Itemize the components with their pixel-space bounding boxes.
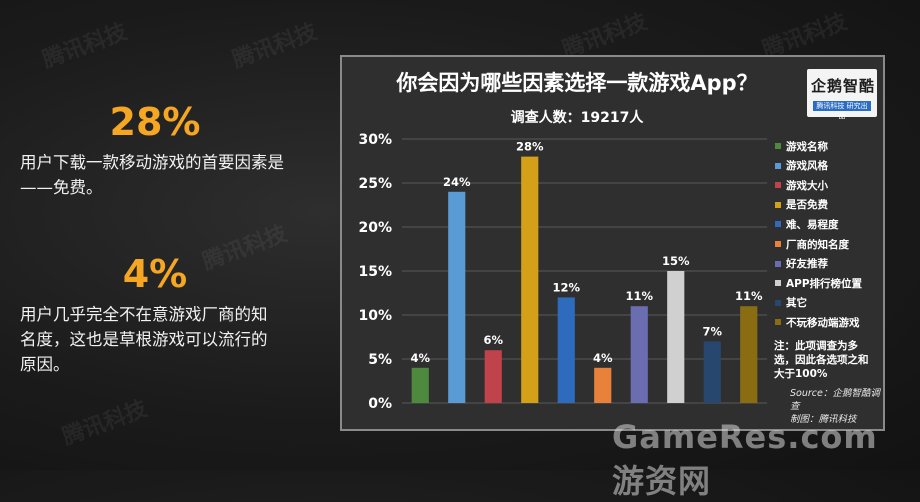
legend-item: 不玩移动端游戏 [775, 315, 860, 329]
chart-note-line: 选，因此各选项之和 [774, 354, 869, 366]
legend-label: 厂商的知名度 [786, 238, 849, 251]
legend-item: 游戏名称 [775, 139, 828, 153]
bar-value-label: 28% [516, 140, 544, 154]
legend-swatch [775, 241, 781, 247]
bar-value-label: 4% [410, 351, 430, 365]
legend-swatch [775, 280, 781, 287]
legend-label: 其它 [786, 297, 807, 310]
bar [630, 306, 648, 403]
legend-item: 游戏风格 [775, 159, 828, 173]
bar [448, 191, 466, 403]
legend-item: APP排行榜位置 [775, 276, 862, 290]
bar-value-label: 6% [483, 333, 503, 347]
y-tick-label: 20% [358, 220, 392, 236]
legend-label: 不玩移动端游戏 [786, 316, 860, 329]
watermark-text: 腾讯科技 [229, 19, 321, 74]
chart-source-line: 制图：腾讯科技 [790, 414, 857, 425]
stat-description-line: 原因。 [20, 355, 70, 374]
chart-note-line: 注：此项调查为多 [774, 340, 858, 352]
legend-label: 游戏风格 [786, 160, 828, 173]
chart-source: Source：企鹅智酷调查 制图：腾讯科技 [790, 387, 882, 426]
bar-value-label: 12% [552, 280, 580, 294]
legend-label: 难、易程度 [786, 218, 839, 231]
bar [667, 271, 685, 403]
stat-description-line: 用户几乎完全不在意游戏厂商的知 [20, 305, 268, 324]
legend-swatch [775, 260, 781, 267]
bar-chart: 0% 5% 10% 15% 20% 25% 30% 4% 24% 6% 28% 12% 4% 11% 15%… [358, 132, 767, 412]
chart-note: 注：此项调查为多 选，因此各选项之和 大于100% [774, 339, 874, 381]
legend-label: APP排行榜位置 [786, 277, 863, 290]
bar-value-label: 11% [625, 289, 653, 303]
bar-value-label: 7% [702, 324, 722, 338]
y-tick-label: 30% [358, 132, 392, 148]
site-watermark: GameRes.com 游资网 [612, 418, 878, 500]
chart-source-line: Source：企鹅智酷调查 [790, 388, 880, 412]
bar [411, 367, 429, 403]
watermark-text: 腾讯科技 [59, 396, 151, 451]
stat-value: 4% [122, 252, 188, 296]
legend-swatch [775, 162, 781, 169]
stat-value: 28% [109, 100, 201, 144]
y-tick-label: 5% [368, 352, 392, 368]
brand-logo-subtext: 腾讯科技 研究出品 [813, 101, 871, 120]
legend-item: 厂商的知名度 [775, 237, 849, 251]
brand-logo: 企鹅智酷 腾讯科技 研究出品 [807, 69, 877, 120]
chart-note-line: 大于100% [774, 368, 828, 380]
bar [703, 341, 721, 403]
chart-title: 你会因为哪些因素选择一款游戏App？ [396, 71, 758, 95]
y-tick-label: 15% [358, 264, 392, 280]
legend-item: 游戏大小 [775, 178, 828, 192]
bar-value-label: 4% [593, 351, 613, 365]
bar [740, 306, 758, 403]
legend-label: 好友推荐 [786, 258, 828, 271]
legend-swatch [775, 221, 781, 228]
stat-description: 用户下载一款移动游戏的首要因素是 ——免费。 [20, 150, 320, 200]
y-tick-label: 0% [368, 396, 392, 412]
chart-panel: 你会因为哪些因素选择一款游戏App？ 调查人数：19217人 企鹅智酷 腾讯科技… [340, 55, 885, 431]
legend-swatch [775, 182, 781, 189]
legend-item: 是否免费 [775, 198, 828, 212]
stat-block-vendor: 4% 用户几乎完全不在意游戏厂商的知 名度，这也是草根游戏可以流行的 原因。 [20, 252, 320, 377]
legend-swatch [775, 299, 781, 306]
legend-swatch [775, 143, 781, 149]
legend-swatch [775, 319, 781, 326]
y-tick-label: 25% [358, 176, 392, 192]
bar-value-label: 15% [662, 254, 690, 268]
brand-logo-text: 企鹅智酷 [811, 77, 876, 95]
legend-swatch [775, 201, 781, 208]
stat-description-line: ——免费。 [20, 178, 103, 197]
stat-block-free: 28% 用户下载一款移动游戏的首要因素是 ——免费。 [20, 100, 320, 200]
stat-description-line: 名度，这也是草根游戏可以流行的 [20, 330, 268, 349]
stat-description-line: 用户下载一款移动游戏的首要因素是 [20, 153, 284, 172]
bar-value-label: 24% [443, 175, 471, 189]
legend-label: 游戏名称 [786, 140, 828, 153]
stat-description: 用户几乎完全不在意游戏厂商的知 名度，这也是草根游戏可以流行的 原因。 [20, 302, 320, 377]
legend-label: 是否免费 [786, 199, 828, 212]
bar [484, 350, 502, 403]
legend-label: 游戏大小 [786, 179, 828, 192]
legend-item: 难、易程度 [775, 217, 839, 231]
bar [594, 367, 612, 403]
legend-item: 其它 [775, 296, 807, 310]
y-tick-label: 10% [358, 308, 392, 324]
bar [521, 156, 539, 403]
legend-item: 好友推荐 [775, 257, 828, 271]
bar-value-label: 11% [735, 289, 763, 303]
bar [557, 297, 575, 403]
chart-subtitle: 调查人数：19217人 [510, 110, 644, 126]
watermark-text: 腾讯科技 [39, 19, 131, 74]
